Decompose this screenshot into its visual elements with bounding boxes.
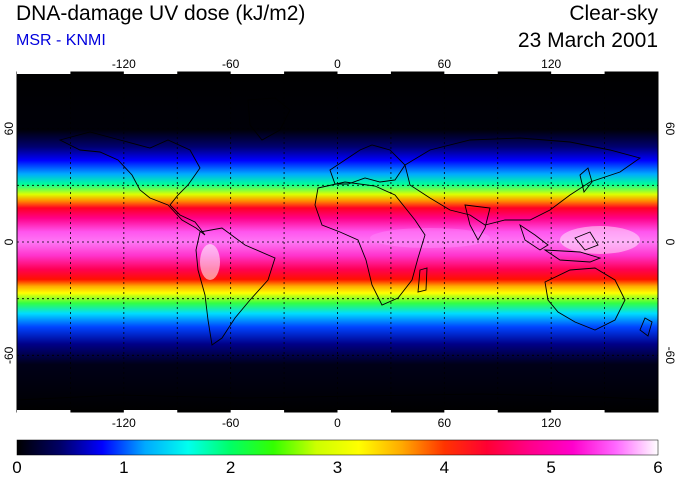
coastlines: [17, 97, 658, 401]
lon-tick-label: 0: [334, 57, 341, 71]
lon-tick-label: 120: [541, 57, 561, 71]
lon-ticks-top: -120 -60 0 60 120: [112, 57, 562, 71]
colorbar-tick-label: 6: [653, 458, 663, 477]
lat-tick-label: 0: [663, 239, 677, 246]
colorbar: [16, 439, 659, 456]
colorbar-labels: 0 1 2 3 4 5 6: [0, 458, 678, 478]
frame-mark: [230, 410, 285, 413]
lat-ticks-left: 60 0 -60: [2, 122, 16, 364]
lat-tick-label: -60: [2, 346, 16, 364]
condition-label: Clear-sky: [569, 2, 658, 25]
lat-tick-label: 0: [2, 238, 16, 245]
lon-tick-label: -120: [112, 57, 136, 71]
frame-mark: [337, 71, 391, 74]
uv-field-highlights: [200, 226, 640, 280]
lon-tick-label: 120: [541, 416, 561, 430]
frame-mark: [17, 410, 71, 413]
frame-mark: [230, 71, 285, 74]
colorbar-tick-label: 2: [225, 458, 236, 477]
frame-mark: [17, 71, 71, 74]
lat-tick-label: 60: [663, 122, 677, 136]
subtitle: MSR - KNMI: [16, 32, 106, 49]
page-title: DNA-damage UV dose (kJ/m2): [16, 2, 306, 25]
frame-mark: [123, 410, 178, 413]
lon-tick-label: -120: [112, 416, 136, 430]
colorbar-tick-label: 0: [12, 458, 22, 477]
colorbar-tick-label: 5: [546, 458, 556, 477]
frame-mark: [444, 71, 498, 74]
lon-tick-label: 60: [438, 416, 452, 430]
lon-ticks-bottom: -120 -60 0 60 120: [112, 416, 562, 430]
frame-mark: [551, 71, 605, 74]
colorbar-tick-label: 1: [119, 458, 129, 477]
frame-mark: [337, 410, 391, 413]
lat-ticks-right: 60 0 -60: [663, 122, 677, 364]
lat-tick-label: 60: [2, 122, 16, 136]
lon-tick-label: -60: [222, 57, 240, 71]
graticule: [17, 72, 658, 412]
colorbar-tick-label: 3: [332, 458, 343, 477]
colorbar-tick-label: 4: [439, 458, 450, 477]
frame-mark: [123, 71, 178, 74]
frame-tick-marks: [17, 71, 605, 413]
lon-tick-label: 60: [438, 57, 452, 71]
frame-mark: [551, 410, 605, 413]
lat-tick-label: -60: [663, 347, 677, 365]
date-label: 23 March 2001: [517, 29, 658, 52]
lon-tick-label: -60: [222, 416, 240, 430]
lon-tick-label: 0: [334, 416, 341, 430]
frame-mark: [444, 410, 498, 413]
